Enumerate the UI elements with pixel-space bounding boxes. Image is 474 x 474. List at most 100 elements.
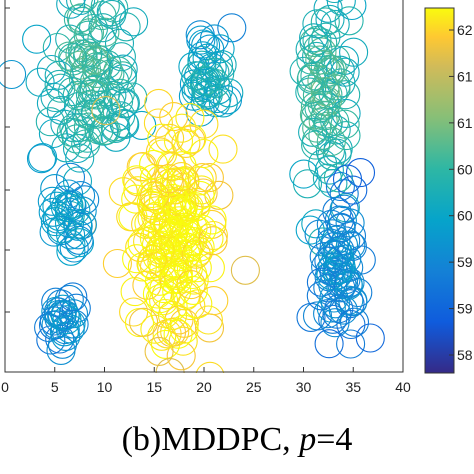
data-point [302, 25, 332, 55]
data-point [145, 235, 175, 265]
x-tick-label: 25 [246, 379, 262, 395]
data-point [313, 0, 343, 23]
data-point [50, 192, 80, 222]
data-point [325, 0, 344, 4]
data-point [132, 270, 162, 300]
data-point [38, 197, 68, 227]
data-point [60, 118, 90, 148]
colorbar-tick-label: 59 [457, 254, 473, 270]
data-point [50, 301, 80, 331]
data-point [51, 321, 81, 351]
data-point [147, 123, 177, 153]
data-point [316, 126, 346, 157]
data-point [119, 297, 149, 327]
data-point [306, 267, 336, 297]
data-point [315, 4, 345, 34]
data-point [106, 42, 136, 72]
data-point [339, 37, 369, 67]
data-point [73, 38, 103, 68]
data-point [69, 0, 99, 13]
data-point [55, 314, 85, 344]
data-point [88, 90, 118, 120]
data-point [46, 73, 76, 103]
data-point [308, 28, 338, 58]
caption-param: p [299, 421, 317, 458]
data-point [191, 31, 221, 61]
colorbar-tick-label: 61 [457, 115, 473, 131]
data-point [40, 174, 70, 204]
x-tick-label: 10 [97, 379, 113, 395]
data-point [336, 329, 366, 359]
data-point [314, 246, 344, 276]
data-point [174, 192, 204, 222]
data-point [182, 253, 212, 283]
data-point [345, 158, 376, 188]
data-point [47, 329, 78, 359]
data-point [332, 164, 363, 194]
data-point [200, 57, 230, 87]
data-point [153, 205, 183, 235]
data-point [202, 84, 232, 114]
data-point [192, 78, 222, 108]
data-point [81, 80, 112, 110]
data-point [318, 252, 348, 282]
data-point [56, 220, 86, 250]
data-point [181, 192, 211, 222]
data-point [144, 88, 174, 118]
data-point [38, 310, 69, 340]
data-point [178, 275, 208, 305]
data-point [322, 197, 352, 227]
data-point [90, 0, 120, 21]
data-point [230, 255, 260, 285]
data-point [158, 217, 188, 247]
data-point [355, 323, 385, 353]
caption-suffix: =4 [316, 421, 353, 458]
data-point [338, 287, 368, 317]
data-point [310, 7, 340, 37]
data-point [317, 55, 347, 85]
data-point [187, 214, 217, 244]
data-point [295, 34, 325, 64]
data-point [56, 236, 86, 266]
data-point [199, 286, 229, 316]
data-point [40, 207, 70, 237]
data-point [306, 281, 336, 311]
data-point [120, 277, 150, 307]
data-point [107, 61, 138, 91]
data-point [147, 321, 177, 351]
data-point [321, 115, 351, 145]
data-point [70, 185, 100, 215]
data-point [96, 0, 126, 27]
data-point [183, 289, 213, 319]
data-point [152, 214, 182, 245]
data-point [140, 181, 170, 211]
plot-area [0, 0, 385, 373]
data-point [328, 295, 358, 325]
data-point [167, 113, 197, 143]
data-point [88, 13, 118, 43]
data-point [136, 188, 166, 218]
data-point [191, 80, 221, 111]
data-point [178, 212, 208, 242]
data-point [321, 71, 351, 101]
data-point [297, 74, 327, 104]
data-point [65, 39, 95, 69]
data-point [91, 96, 121, 126]
data-point [22, 24, 52, 54]
data-point [197, 205, 227, 235]
data-point [47, 214, 77, 244]
data-point [56, 229, 86, 260]
data-point [59, 233, 89, 263]
data-point [160, 317, 190, 347]
data-point [304, 219, 334, 249]
data-point [127, 252, 157, 282]
colorbar-tick-label: 61 [457, 68, 473, 84]
data-point [300, 91, 330, 121]
data-point [105, 78, 135, 108]
data-point [58, 282, 88, 312]
data-point [314, 329, 344, 359]
data-point [188, 41, 218, 71]
data-point [208, 134, 238, 164]
data-point [102, 248, 132, 279]
